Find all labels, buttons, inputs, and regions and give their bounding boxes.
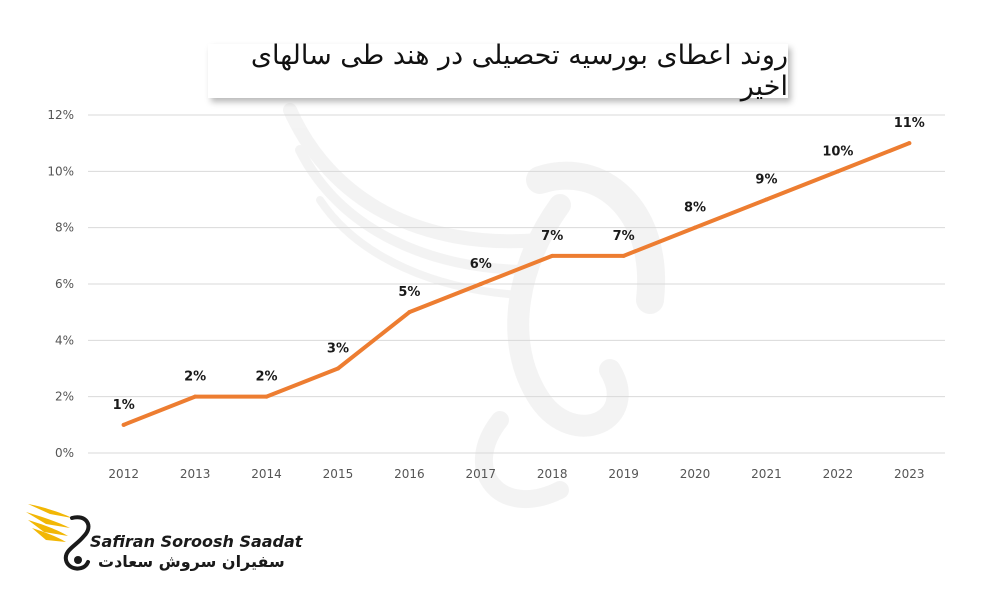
data-point [907, 141, 912, 146]
y-tick-label: 0% [55, 446, 74, 460]
y-tick-label: 2% [55, 390, 74, 404]
data-label: 1% [113, 398, 135, 413]
data-label: 6% [470, 257, 492, 272]
logo-name-fa: سفیران سروش سعادت [98, 552, 285, 571]
series-line [121, 141, 912, 427]
watermark-swan-icon [283, 103, 666, 509]
x-tick-label: 2019 [608, 467, 639, 481]
y-tick-label: 4% [55, 333, 74, 347]
data-label: 2% [256, 370, 278, 385]
logo-name-en: Safiran Soroosh Saadat [90, 532, 303, 551]
y-tick-label: 6% [55, 277, 74, 291]
data-label: 2% [184, 370, 206, 385]
y-tick-label: 10% [47, 164, 74, 178]
data-label: 7% [541, 229, 563, 244]
data-point [407, 310, 412, 315]
chart-title-box: روند اعطای بورسیه تحصیلی در هند طی سالها… [208, 40, 788, 102]
data-label: 10% [822, 144, 853, 159]
x-tick-label: 2015 [323, 467, 354, 481]
data-point [621, 253, 626, 258]
y-tick-label: 12% [47, 108, 74, 122]
data-label: 8% [684, 201, 706, 216]
data-point [550, 253, 555, 258]
data-point [764, 197, 769, 202]
data-point [693, 225, 698, 230]
x-tick-label: 2016 [394, 467, 425, 481]
x-tick-label: 2017 [466, 467, 497, 481]
x-tick-label: 2022 [823, 467, 854, 481]
data-label: 9% [755, 173, 777, 188]
data-label: 3% [327, 342, 349, 357]
data-point [478, 282, 483, 286]
x-tick-label: 2020 [680, 467, 711, 481]
data-point [193, 394, 198, 399]
y-tick-label: 8% [55, 221, 74, 235]
x-tick-label: 2018 [537, 467, 568, 481]
data-point [335, 366, 340, 371]
data-label: 11% [894, 116, 925, 131]
data-label: 5% [398, 285, 420, 300]
x-tick-label: 2021 [751, 467, 782, 481]
data-point [264, 394, 269, 399]
chart-title: روند اعطای بورسیه تحصیلی در هند طی سالها… [250, 40, 788, 102]
x-tick-label: 2023 [894, 467, 925, 481]
company-logo: Safiran Soroosh Saadat سفیران سروش سعادت [20, 496, 302, 580]
data-point [121, 422, 126, 427]
swan-logo-icon [26, 504, 91, 571]
data-label: 7% [613, 229, 635, 244]
x-tick-label: 2014 [251, 467, 282, 481]
x-tick-label: 2012 [108, 467, 139, 481]
x-tick-label: 2013 [180, 467, 211, 481]
data-point [835, 169, 840, 174]
